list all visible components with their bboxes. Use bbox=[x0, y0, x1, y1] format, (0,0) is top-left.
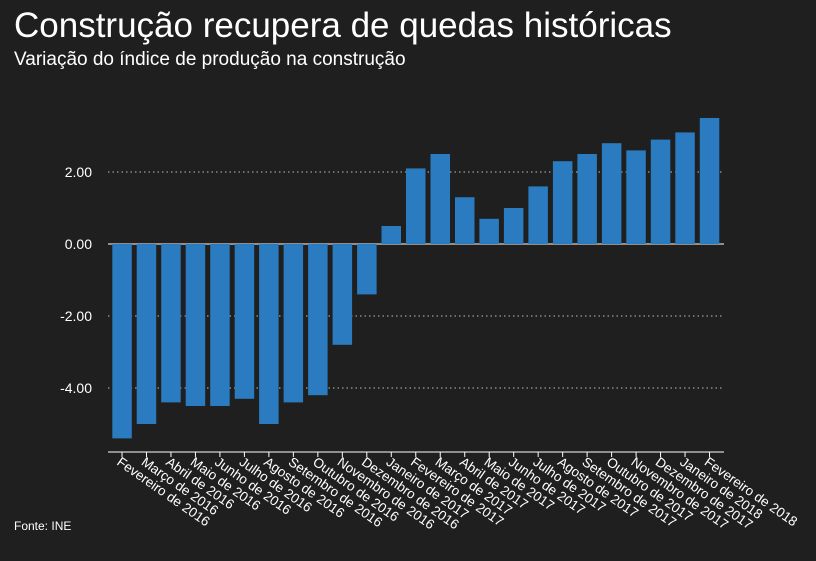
bar bbox=[406, 168, 426, 244]
bar bbox=[650, 139, 671, 244]
bar bbox=[503, 208, 524, 244]
y-tick-label: 0.00 bbox=[65, 236, 92, 252]
y-tick-label: 2.00 bbox=[65, 164, 92, 180]
y-axis-ticks: -4.00 -2.00 0.00 2.00 bbox=[60, 164, 92, 396]
y-tick-label: -4.00 bbox=[60, 380, 92, 396]
chart-subtitle: Variação do índice de produção na constr… bbox=[14, 49, 406, 70]
bar bbox=[626, 150, 646, 244]
y-tick-label: -2.00 bbox=[60, 308, 92, 324]
bar bbox=[161, 244, 181, 403]
bar bbox=[430, 154, 450, 244]
bar bbox=[552, 161, 573, 244]
bar bbox=[699, 118, 720, 244]
bar bbox=[210, 244, 230, 406]
bar bbox=[185, 244, 206, 406]
bar bbox=[357, 244, 377, 295]
bar bbox=[455, 197, 475, 244]
bar bbox=[675, 132, 695, 244]
bar bbox=[283, 244, 304, 403]
bar bbox=[528, 186, 548, 244]
bar bbox=[332, 244, 353, 345]
source-note: Fonte: INE bbox=[14, 519, 72, 533]
bar bbox=[381, 226, 401, 244]
chart-title: Construção recupera de quedas históricas bbox=[14, 6, 672, 45]
bar bbox=[259, 244, 279, 424]
bar bbox=[308, 244, 328, 396]
bar bbox=[136, 244, 157, 424]
bar bbox=[234, 244, 255, 399]
bar bbox=[601, 143, 622, 244]
bar bbox=[112, 244, 132, 439]
bar bbox=[479, 218, 499, 244]
bars bbox=[112, 118, 720, 439]
bar bbox=[577, 154, 597, 244]
